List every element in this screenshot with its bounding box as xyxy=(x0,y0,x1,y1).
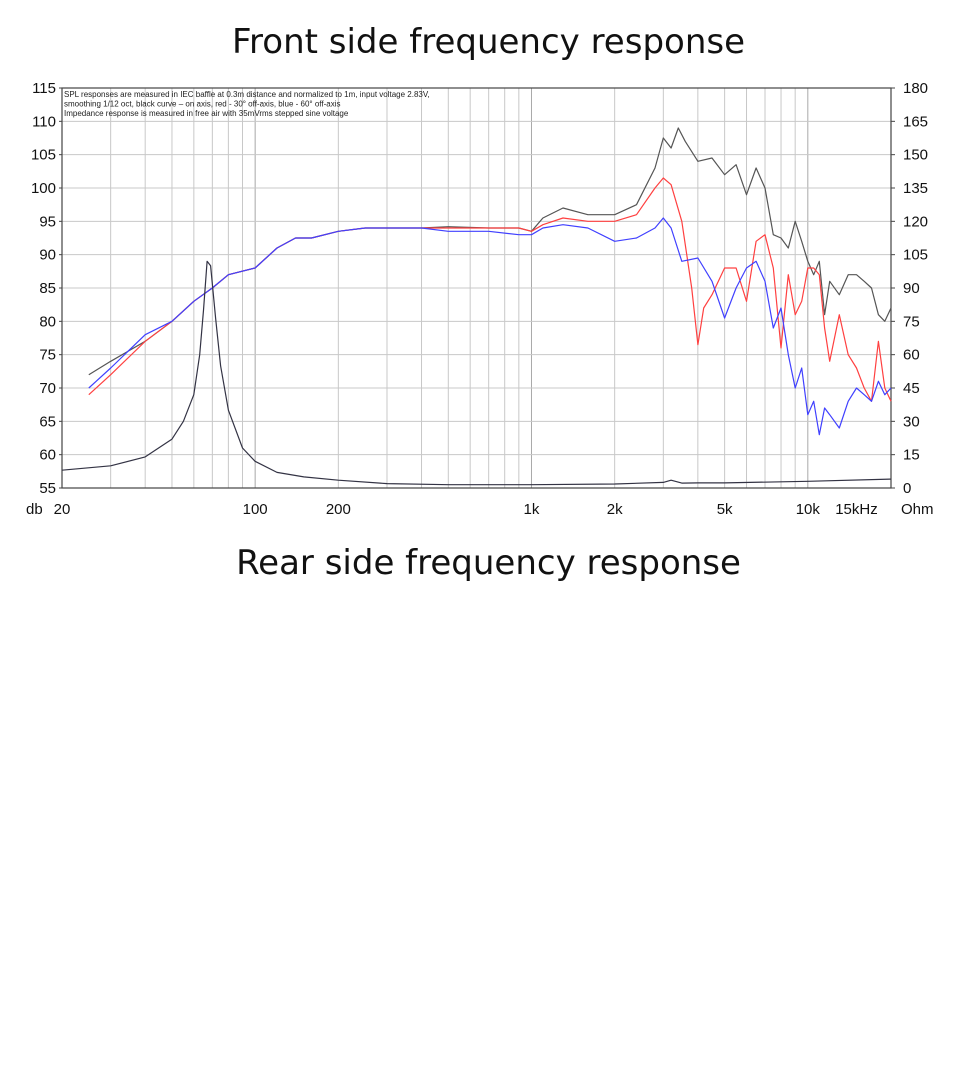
front-y-left-tick: 85 xyxy=(39,280,56,297)
front-y-left-tick: 80 xyxy=(39,313,56,330)
front-y-left-tick: 115 xyxy=(32,80,56,97)
front-note-line: Impedance response is measured in free a… xyxy=(64,109,349,118)
front-y-right-tick: 75 xyxy=(903,313,920,330)
front-x-tick: 1k xyxy=(524,501,540,518)
front-y-right-tick: 15 xyxy=(903,447,920,464)
front-note-line: SPL responses are measured in IEC baffle… xyxy=(64,90,430,99)
front-note-line: smoothing 1/12 oct, black curve – on axi… xyxy=(64,100,340,109)
rear-frequency-chart: 1151101051009590858075706560551801651501… xyxy=(0,0,977,540)
front-y-left-tick: 75 xyxy=(39,347,56,364)
front-series-impedance xyxy=(61,260,892,486)
front-y-left-tick: 100 xyxy=(31,180,56,197)
front-y-left-tick: 70 xyxy=(39,380,56,397)
front-x-tick: 10k xyxy=(796,501,821,518)
front-chart-title: Front side frequency response xyxy=(231,22,746,62)
front-frequency-chart: 1151101051009590858075706560551801651501… xyxy=(26,80,934,518)
front-x-tick: 20 xyxy=(54,501,71,518)
front-series-60-off-axis xyxy=(88,217,892,436)
front-x-tick: 15kHz xyxy=(835,501,878,518)
front-y-right-tick: 45 xyxy=(903,380,920,397)
front-y-right-tick: 165 xyxy=(903,113,928,130)
front-y-left-tick: 95 xyxy=(39,213,56,230)
front-x-axis-label-right: Ohm xyxy=(901,501,934,518)
front-y-left-tick: 110 xyxy=(32,113,56,130)
front-y-right-tick: 150 xyxy=(903,147,928,164)
front-y-right-tick: 30 xyxy=(903,413,920,430)
front-y-left-tick: 105 xyxy=(31,147,56,164)
front-y-right-tick: 135 xyxy=(903,180,928,197)
front-series-group xyxy=(61,127,892,486)
front-y-right-tick: 60 xyxy=(903,347,920,364)
front-y-right-tick: 180 xyxy=(903,80,928,97)
front-y-right-tick: 120 xyxy=(903,213,928,230)
front-x-tick: 100 xyxy=(243,501,268,518)
rear-chart-title: Rear side frequency response xyxy=(236,543,741,583)
front-y-left-tick: 60 xyxy=(39,447,56,464)
front-y-left-tick: 55 xyxy=(39,480,56,497)
front-x-tick: 5k xyxy=(717,501,733,518)
front-y-left-tick: 65 xyxy=(39,413,56,430)
front-x-tick: 200 xyxy=(326,501,351,518)
front-y-right-tick: 105 xyxy=(903,247,928,264)
front-y-right-tick: 0 xyxy=(903,480,911,497)
front-y-left-tick: 90 xyxy=(39,247,56,264)
front-y-right-tick: 90 xyxy=(903,280,920,297)
front-x-axis-label-left: db xyxy=(26,501,43,518)
front-x-tick: 2k xyxy=(607,501,623,518)
